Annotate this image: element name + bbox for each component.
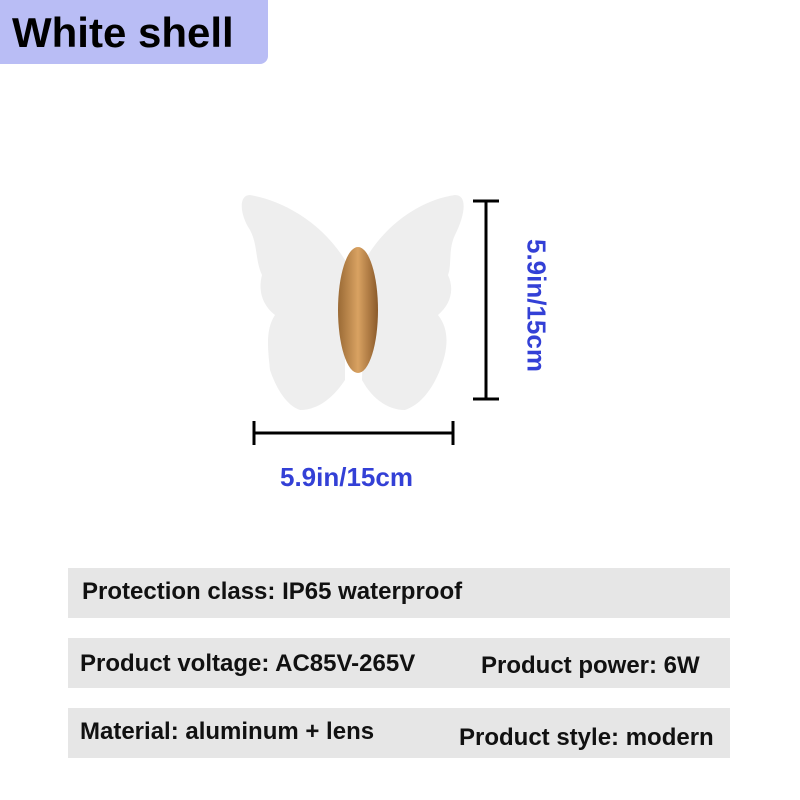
butterfly-right-wing	[362, 195, 464, 410]
butterfly-left-wing	[241, 195, 345, 410]
title-badge: White shell	[0, 0, 268, 64]
spec-material: Material: aluminum + lens	[80, 718, 375, 745]
spec-protection: Protection class: IP65 waterproof	[82, 578, 463, 605]
spec-power: Product power: 6W	[481, 652, 700, 679]
width-label: 5.9in/15cm	[280, 462, 413, 492]
title-text: White shell	[12, 9, 234, 56]
spec-style: Product style: modern	[459, 724, 714, 751]
height-label: 5.9in/15cm	[521, 239, 552, 372]
spec-voltage: Product voltage: AC85V-265V	[80, 650, 416, 677]
butterfly-body	[338, 247, 378, 373]
width-dimension-line	[252, 421, 455, 445]
height-dimension-line	[473, 199, 499, 401]
spec-row-protection: Protection class: IP65 waterproof	[68, 568, 730, 618]
spec-row-material: Material: aluminum + lens Product style:…	[68, 708, 730, 758]
spec-row-voltage: Product voltage: AC85V-265V Product powe…	[68, 638, 730, 688]
